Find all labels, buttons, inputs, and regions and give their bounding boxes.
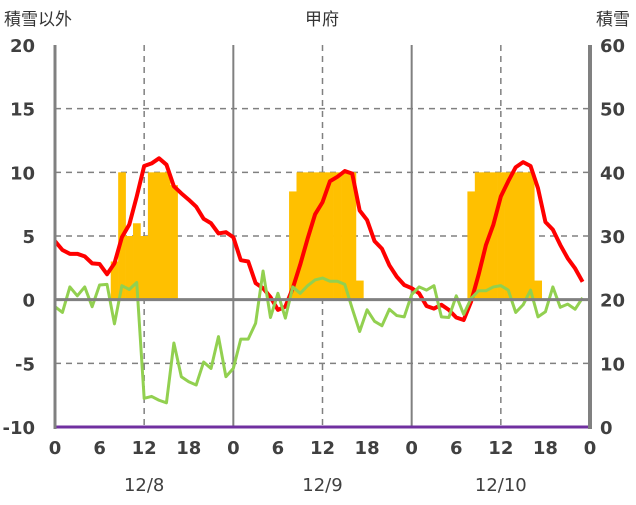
snow-bar (147, 172, 156, 300)
left-axis-label: 積雪以外 (4, 10, 72, 30)
date-label: 12/10 (475, 475, 527, 496)
snow-bar (311, 172, 320, 300)
snow-bar (482, 172, 490, 300)
snow-bar (155, 172, 164, 300)
snow-bar (333, 172, 342, 300)
green-series-line (54, 269, 584, 405)
snow-bar (519, 172, 528, 300)
x-tick-labels: 0 6 12 18 0 6 12 18 0 6 12 18 0 (49, 438, 597, 459)
left-tick-label: -5 (15, 354, 35, 375)
x-tick-label: 6 (450, 438, 463, 459)
snow-bar (162, 172, 171, 300)
x-tick-label: 12 (132, 438, 157, 459)
x-tick-label: 6 (93, 438, 106, 459)
snow-depth-bars (110, 172, 543, 300)
x-tick-label: 0 (227, 438, 240, 459)
left-tick-label: -10 (2, 418, 35, 439)
left-tick-labels: 20 15 10 5 0 -5 -10 (2, 36, 35, 439)
snow-bar (355, 280, 364, 300)
x-tick-label: 0 (405, 438, 418, 459)
right-tick-label: 30 (600, 227, 625, 248)
left-tick-label: 20 (10, 36, 35, 57)
snow-bar (504, 172, 513, 300)
series-lines (53, 156, 590, 429)
snow-bar (474, 172, 483, 300)
x-tick-label: 0 (49, 438, 62, 459)
x-tick-label: 6 (272, 438, 285, 459)
red-series-line (53, 156, 585, 323)
snow-bar (110, 261, 119, 300)
right-axis-label: 積雪 (596, 10, 630, 30)
date-label: 12/9 (302, 475, 342, 496)
right-tick-label: 50 (600, 100, 625, 121)
right-tick-label: 60 (600, 36, 625, 57)
snow-bar (140, 236, 149, 300)
snow-bar (133, 223, 141, 300)
date-labels: 12/8 12/9 12/10 (124, 475, 527, 496)
snow-bar (318, 172, 327, 300)
left-tick-label: 15 (10, 100, 35, 121)
right-tick-label: 0 (600, 418, 613, 439)
axes (53, 45, 592, 429)
x-tick-label: 0 (584, 438, 597, 459)
x-tick-label: 12 (488, 438, 513, 459)
right-tick-label: 20 (600, 291, 625, 312)
snow-bar (511, 172, 520, 300)
snow-bar (489, 172, 498, 300)
snow-bar (170, 185, 178, 300)
x-tick-label: 18 (176, 438, 201, 459)
left-tick-label: 5 (22, 227, 35, 248)
snow-bar (289, 191, 297, 300)
right-tick-labels: 60 50 40 30 20 10 0 (600, 36, 625, 439)
snow-bar (296, 172, 305, 300)
snow-bar (526, 172, 535, 300)
snow-bar (341, 172, 349, 300)
snow-bar (467, 191, 476, 300)
right-tick-label: 40 (600, 163, 625, 184)
date-label: 12/8 (124, 475, 164, 496)
snow-bar (497, 172, 505, 300)
x-tick-label: 12 (310, 438, 335, 459)
left-tick-label: 0 (22, 291, 35, 312)
x-tick-label: 18 (533, 438, 558, 459)
snow-bar (125, 236, 134, 300)
snow-bar (326, 172, 334, 300)
snow-bar (348, 172, 357, 300)
left-tick-label: 10 (10, 163, 35, 184)
snow-bar (534, 280, 543, 300)
right-tick-label: 10 (600, 354, 625, 375)
x-tick-label: 18 (355, 438, 380, 459)
chart-title: 甲府 (305, 10, 339, 30)
